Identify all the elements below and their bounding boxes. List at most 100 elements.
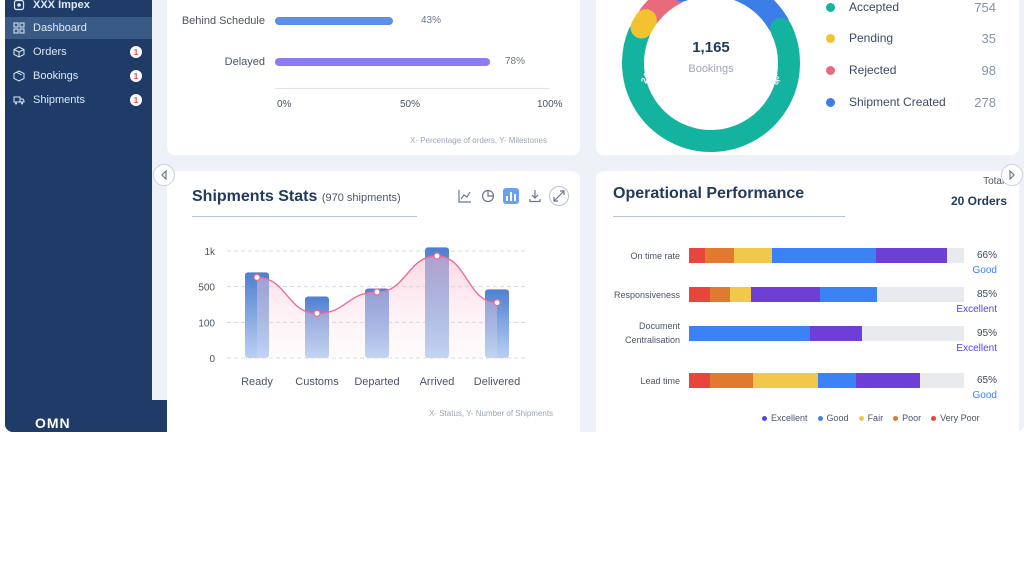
performance-segment bbox=[809, 326, 862, 341]
x-tick-label: Delivered bbox=[474, 376, 520, 388]
legend-item[interactable]: Good bbox=[817, 413, 849, 423]
x-tick-label: Arrived bbox=[420, 376, 455, 388]
sidebar-item-label: Bookings bbox=[33, 70, 79, 82]
donut-label-rejected: 8% bbox=[688, 3, 703, 19]
legend-label: Rejected bbox=[849, 63, 897, 77]
legend-value: 98 bbox=[981, 62, 996, 78]
chevron-left-icon bbox=[161, 170, 167, 180]
next-arrow-button[interactable] bbox=[1001, 164, 1023, 186]
performance-bar[interactable] bbox=[689, 326, 964, 341]
trend-point[interactable] bbox=[313, 309, 321, 318]
performance-segment bbox=[734, 248, 772, 263]
truck-icon bbox=[13, 94, 25, 106]
sidebar-item-bookings[interactable]: Bookings 1 bbox=[5, 65, 152, 87]
milestones-card: Behind Schedule 43% Delayed 78% 0% 50% 1… bbox=[167, 0, 580, 155]
chevron-right-icon bbox=[1009, 170, 1015, 180]
performance-segment bbox=[818, 373, 856, 388]
chart-caption: X- Status, Y- Number of Shipments bbox=[429, 409, 554, 418]
legend-dot bbox=[762, 415, 767, 421]
performance-percent: 85% bbox=[976, 289, 997, 300]
sidebar-item-shipments[interactable]: Shipments 1 bbox=[5, 89, 152, 111]
notification-badge: 1 bbox=[130, 70, 142, 82]
performance-segment bbox=[819, 287, 877, 302]
sidebar-item-label: Dashboard bbox=[33, 22, 87, 34]
axis-line bbox=[275, 88, 550, 89]
y-tick-label: 1k bbox=[204, 247, 216, 258]
bar-chart-icon[interactable] bbox=[503, 188, 519, 204]
pie-chart-icon[interactable] bbox=[480, 188, 496, 204]
x-tick-label: Ready bbox=[241, 376, 273, 388]
performance-segment bbox=[876, 248, 947, 263]
performance-title: Operational Performance bbox=[613, 185, 805, 202]
legend-item-rejected[interactable]: Rejected 98 bbox=[826, 62, 996, 78]
legend-dot bbox=[826, 97, 835, 107]
milestone-bar bbox=[275, 58, 490, 66]
performance-rating: Good bbox=[972, 390, 997, 401]
title-underline bbox=[192, 216, 417, 217]
title-underline bbox=[613, 216, 845, 217]
trend-point[interactable] bbox=[493, 299, 501, 307]
line-chart-icon[interactable] bbox=[457, 188, 473, 204]
legend-item[interactable]: Excellent bbox=[762, 413, 808, 423]
donut-segment-shipment-created[interactable] bbox=[676, 0, 790, 35]
trend-point[interactable] bbox=[253, 273, 261, 281]
performance-label: Lead time bbox=[640, 376, 680, 386]
legend-item-accepted[interactable]: Accepted 754 bbox=[826, 0, 996, 15]
milestone-bar bbox=[275, 17, 394, 25]
legend-label: Fair bbox=[867, 413, 884, 423]
total-label: Total: bbox=[983, 176, 1007, 187]
trend-point[interactable] bbox=[433, 252, 441, 260]
legend-item-shipment-created[interactable]: Shipment Created 278 bbox=[826, 95, 996, 110]
legend-dot bbox=[893, 415, 899, 421]
expand-icon[interactable] bbox=[549, 186, 569, 206]
performance-segment bbox=[709, 373, 753, 388]
performance-bar[interactable] bbox=[689, 373, 964, 388]
legend-label: Pending bbox=[849, 31, 894, 45]
performance-segment bbox=[704, 248, 734, 263]
legend-item[interactable]: Fair bbox=[858, 413, 884, 423]
milestone-percent: 78% bbox=[505, 56, 526, 67]
legend-item-pending[interactable]: Pending 35 bbox=[826, 31, 996, 46]
legend-dot bbox=[826, 65, 835, 75]
milestone-percent: 43% bbox=[421, 15, 442, 26]
download-icon[interactable] bbox=[527, 188, 543, 204]
performance-bar[interactable] bbox=[689, 287, 964, 302]
sidebar-company[interactable]: XXX Impex bbox=[5, 0, 152, 16]
legend-item[interactable]: Very Poor bbox=[931, 413, 980, 423]
sidebar-item-label: Shipments bbox=[33, 94, 85, 106]
legend-label: Poor bbox=[902, 413, 922, 423]
performance-label: On time rate bbox=[630, 251, 680, 261]
prev-arrow-button[interactable] bbox=[153, 164, 175, 186]
trend-area bbox=[257, 255, 497, 358]
bookings-card: 8% 24% 65% 1,165 Bookings Accepted 754 P… bbox=[596, 0, 1019, 155]
sidebar-company-label: XXX Impex bbox=[33, 0, 90, 11]
performance-label: Responsiveness bbox=[613, 290, 680, 300]
x-tick-label: Departed bbox=[354, 376, 399, 388]
bookings-total-label: Bookings bbox=[688, 63, 734, 75]
y-tick-label: 0 bbox=[209, 354, 215, 365]
performance-rating: Good bbox=[972, 265, 997, 276]
performance-segment bbox=[750, 287, 820, 302]
sidebar-item-dashboard[interactable]: Dashboard bbox=[5, 17, 152, 39]
performance-rating: Excellent bbox=[956, 304, 997, 315]
sidebar-footer bbox=[5, 400, 188, 432]
legend-label: Shipment Created bbox=[849, 95, 946, 109]
legend-label: Good bbox=[826, 413, 849, 423]
chart-trend-line bbox=[253, 252, 501, 358]
legend-label: Very Poor bbox=[940, 413, 980, 423]
y-tick-label: 500 bbox=[198, 283, 215, 294]
total-value: 20 Orders bbox=[950, 194, 1007, 208]
performance-bar[interactable] bbox=[689, 248, 964, 263]
app-window: XXX Impex Dashboard Orders 1 Bookings 1 bbox=[5, 0, 1024, 432]
company-icon bbox=[13, 0, 25, 11]
donut-segment-accepted[interactable] bbox=[622, 17, 800, 152]
notification-badge: 1 bbox=[130, 94, 142, 106]
legend-item[interactable]: Poor bbox=[893, 413, 921, 423]
donut-segment-pending[interactable] bbox=[630, 9, 657, 39]
legend-dot bbox=[826, 33, 835, 43]
brand-logo: OMN bbox=[35, 415, 71, 431]
sidebar-item-orders[interactable]: Orders 1 bbox=[5, 41, 152, 63]
shipments-title: Shipments Stats bbox=[192, 188, 318, 205]
performance-percent: 95% bbox=[976, 328, 997, 339]
trend-point[interactable] bbox=[373, 288, 381, 296]
